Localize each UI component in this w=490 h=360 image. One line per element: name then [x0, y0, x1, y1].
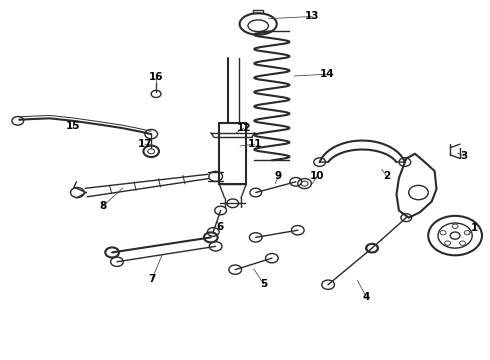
- Text: 2: 2: [383, 171, 391, 181]
- Text: 13: 13: [305, 12, 319, 22]
- Text: 15: 15: [66, 121, 80, 131]
- Text: 5: 5: [260, 279, 267, 289]
- Text: 16: 16: [149, 72, 163, 82]
- Text: 12: 12: [237, 123, 251, 133]
- Text: 3: 3: [460, 150, 467, 161]
- Text: 4: 4: [363, 292, 370, 302]
- Text: 1: 1: [471, 224, 478, 233]
- Text: 6: 6: [216, 222, 223, 232]
- Text: 10: 10: [310, 171, 324, 181]
- Text: 8: 8: [99, 201, 107, 211]
- Text: 7: 7: [148, 274, 156, 284]
- Text: 14: 14: [320, 69, 334, 79]
- Text: 11: 11: [247, 139, 262, 149]
- Text: 9: 9: [275, 171, 282, 181]
- Text: 17: 17: [138, 139, 152, 149]
